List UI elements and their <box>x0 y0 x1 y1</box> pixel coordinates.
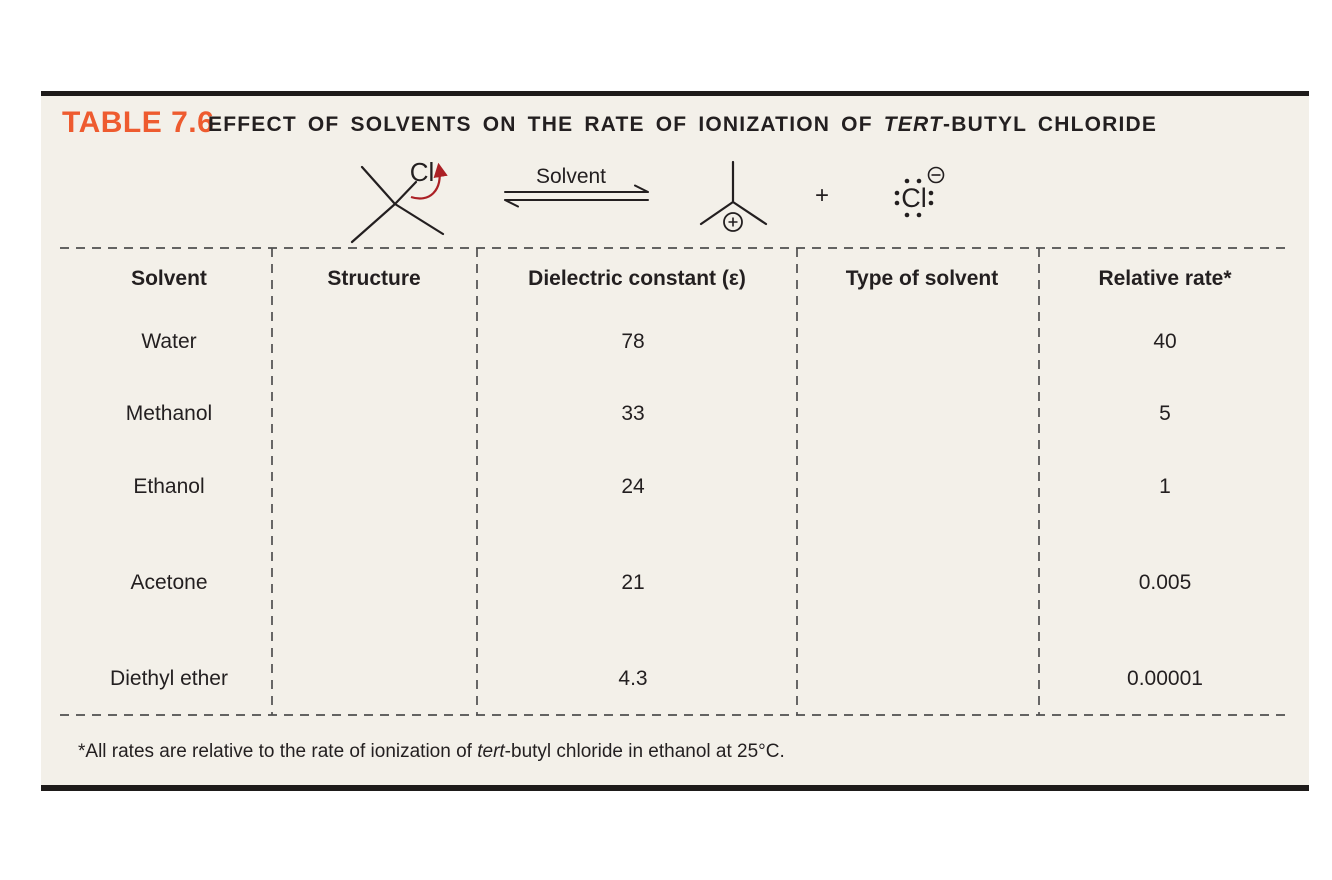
equilibrium-arrows: Solvent <box>504 165 649 208</box>
tert-butyl-chloride-structure: Cl <box>350 157 445 244</box>
table-7-6-panel: TABLE 7.6 EFFECT OF SOLVENTS ON THE RATE… <box>41 91 1309 791</box>
tert-butyl-cation-structure <box>699 160 768 232</box>
cell-rate: 5 <box>1159 402 1171 425</box>
cell-solvent: Methanol <box>125 402 213 425</box>
table-title-italic: TERT <box>883 113 944 136</box>
footnote-italic: tert <box>477 741 505 762</box>
equilibrium-arrow-label: Solvent <box>536 165 606 188</box>
cell-rate: 1 <box>1159 475 1171 498</box>
bottom-rule <box>41 785 1309 791</box>
footnote: *All rates are relative to the rate of i… <box>78 741 785 763</box>
cell-dielectric: 33 <box>621 402 645 425</box>
cell-dielectric: 78 <box>621 330 645 353</box>
cell-solvent: Diethyl ether <box>110 667 228 690</box>
cell-solvent: Ethanol <box>133 475 205 498</box>
cell-rate: 0.00001 <box>1127 667 1203 690</box>
chlorine-substituent-label: Cl <box>410 157 435 187</box>
cell-dielectric: 4.3 <box>618 667 648 690</box>
column-header-rate: Relative rate* <box>1098 267 1232 290</box>
table-title-pre: EFFECT OF SOLVENTS ON THE RATE OF IONIZA… <box>208 113 884 136</box>
table-title-post: -BUTYL CHLORIDE <box>943 113 1158 136</box>
curved-arrow <box>410 162 448 200</box>
table-number-label: TABLE 7.6 <box>62 106 215 139</box>
cell-rate: 0.005 <box>1138 571 1192 594</box>
column-header-type: Type of solvent <box>845 267 999 290</box>
column-header-solvent: Solvent <box>131 267 207 290</box>
cell-dielectric: 21 <box>621 571 645 594</box>
chloride-label: Cl <box>901 183 927 213</box>
cell-dielectric: 24 <box>621 475 645 498</box>
plus-sign: + <box>815 182 829 209</box>
top-rule <box>41 91 1309 96</box>
lone-pair-dots <box>894 178 934 218</box>
cell-solvent: Acetone <box>130 571 208 594</box>
reaction-scheme: Cl Solvent + Cl <box>350 157 945 244</box>
table-title: EFFECT OF SOLVENTS ON THE RATE OF IONIZA… <box>208 113 1157 137</box>
minus-charge-icon <box>927 166 945 184</box>
table-grid <box>60 247 1289 716</box>
footnote-post: -butyl chloride in ethanol at 25°C. <box>504 741 785 762</box>
column-header-dielectric: Dielectric constant (ε) <box>528 267 746 290</box>
footnote-pre: *All rates are relative to the rate of i… <box>78 741 478 762</box>
cell-rate: 40 <box>1153 330 1177 353</box>
chloride-anion: Cl <box>894 166 945 218</box>
cell-solvent: Water <box>141 330 197 353</box>
plus-charge-icon <box>723 212 743 232</box>
column-header-structure: Structure <box>327 267 421 290</box>
